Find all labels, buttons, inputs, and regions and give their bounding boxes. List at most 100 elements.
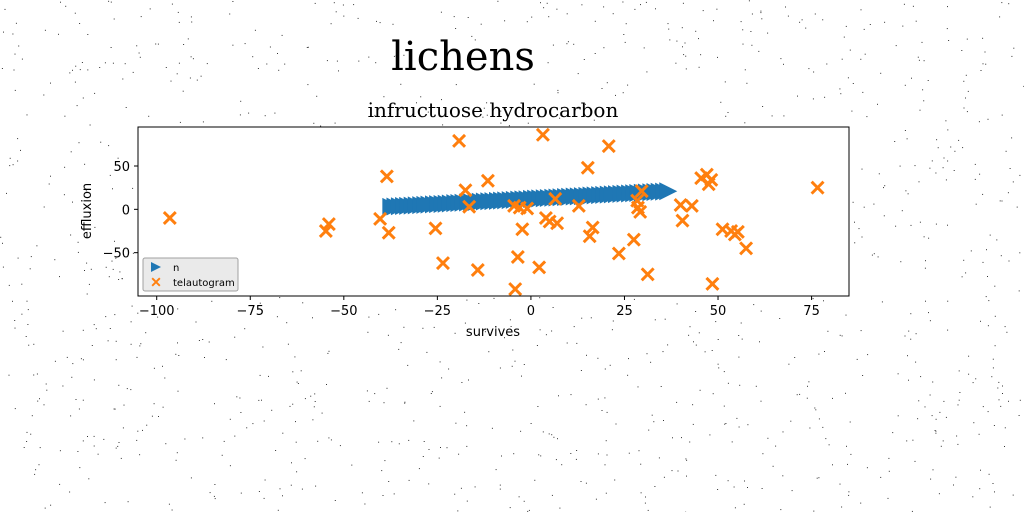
noise-dot	[612, 320, 614, 322]
noise-dot	[431, 391, 433, 393]
noise-dot	[295, 441, 297, 443]
noise-dot	[746, 82, 748, 84]
noise-dot	[335, 11, 337, 13]
noise-dot	[501, 455, 502, 457]
noise-dot	[794, 357, 796, 358]
noise-dot	[961, 276, 963, 278]
noise-dot	[84, 163, 86, 165]
noise-dot	[108, 0, 110, 2]
noise-dot	[901, 210, 903, 212]
noise-dot	[590, 317, 592, 319]
noise-dot	[904, 335, 906, 337]
noise-dot	[33, 374, 35, 376]
noise-dot	[460, 68, 462, 70]
noise-dot	[576, 450, 578, 451]
noise-dot	[748, 0, 750, 2]
noise-dot	[317, 440, 319, 442]
noise-dot	[542, 431, 544, 433]
noise-dot	[923, 60, 925, 62]
noise-dot	[37, 400, 39, 402]
noise-dot	[448, 368, 450, 370]
noise-dot	[440, 447, 441, 448]
noise-dot	[824, 351, 825, 352]
noise-dot	[738, 426, 740, 428]
noise-dot	[132, 187, 134, 189]
noise-dot	[202, 437, 204, 439]
noise-dot	[63, 194, 65, 196]
noise-dot	[94, 226, 96, 228]
noise-dot	[783, 63, 784, 65]
noise-dot	[984, 51, 986, 53]
noise-dot	[277, 509, 279, 511]
noise-dot	[428, 483, 430, 485]
noise-dot	[499, 484, 501, 486]
noise-dot	[426, 351, 428, 353]
noise-dot	[518, 496, 520, 498]
noise-dot	[398, 348, 400, 350]
noise-dot	[248, 112, 250, 114]
noise-dot	[374, 393, 376, 395]
noise-dot	[464, 411, 466, 413]
noise-dot	[440, 11, 442, 13]
noise-dot	[878, 173, 880, 175]
noise-dot	[573, 43, 575, 45]
noise-dot	[880, 72, 882, 74]
noise-dot	[439, 405, 441, 407]
noise-dot	[195, 321, 197, 323]
noise-dot	[989, 506, 991, 508]
noise-dot	[259, 302, 261, 304]
noise-dot	[139, 454, 141, 456]
noise-dot	[1004, 326, 1006, 328]
noise-dot	[258, 491, 260, 492]
noise-dot	[374, 114, 376, 116]
noise-dot	[985, 63, 987, 65]
noise-dot	[739, 384, 741, 386]
noise-dot	[978, 433, 980, 435]
noise-dot	[640, 492, 642, 494]
noise-dot	[918, 59, 920, 61]
noise-dot	[627, 374, 629, 376]
data-point-telautogram	[634, 184, 649, 199]
noise-dot	[797, 95, 798, 97]
noise-dot	[884, 21, 886, 23]
noise-dot	[343, 15, 345, 17]
noise-dot	[292, 371, 294, 373]
noise-dot	[523, 364, 525, 365]
noise-dot	[95, 328, 97, 330]
noise-dot	[658, 457, 660, 459]
noise-dot	[593, 119, 595, 121]
noise-dot	[928, 237, 930, 239]
y-tick-label: −50	[103, 247, 130, 262]
noise-dot	[87, 69, 89, 71]
noise-dot	[950, 146, 952, 148]
noise-dot	[813, 510, 815, 512]
noise-dot	[660, 386, 662, 387]
noise-dot	[71, 376, 73, 378]
noise-dot	[77, 241, 79, 243]
noise-dot	[934, 430, 936, 431]
noise-dot	[738, 335, 740, 336]
noise-dot	[121, 278, 123, 280]
x-tick-label: −25	[424, 304, 451, 319]
noise-dot	[945, 416, 947, 418]
noise-dot	[972, 496, 974, 498]
noise-dot	[294, 356, 296, 358]
noise-dot	[702, 10, 704, 12]
noise-dot	[905, 190, 907, 192]
noise-dot	[555, 459, 557, 461]
noise-dot	[935, 418, 937, 420]
noise-dot	[925, 260, 926, 262]
noise-dot	[466, 299, 468, 301]
noise-dot	[326, 60, 328, 62]
noise-dot	[306, 47, 308, 48]
noise-dot	[723, 405, 725, 407]
noise-dot	[528, 509, 530, 511]
noise-dot	[989, 234, 991, 236]
noise-dot	[858, 228, 860, 230]
noise-dot	[72, 69, 73, 71]
noise-dot	[114, 408, 116, 410]
noise-dot	[747, 424, 749, 426]
noise-dot	[70, 234, 72, 236]
noise-dot	[850, 453, 852, 455]
noise-dot	[845, 314, 847, 316]
